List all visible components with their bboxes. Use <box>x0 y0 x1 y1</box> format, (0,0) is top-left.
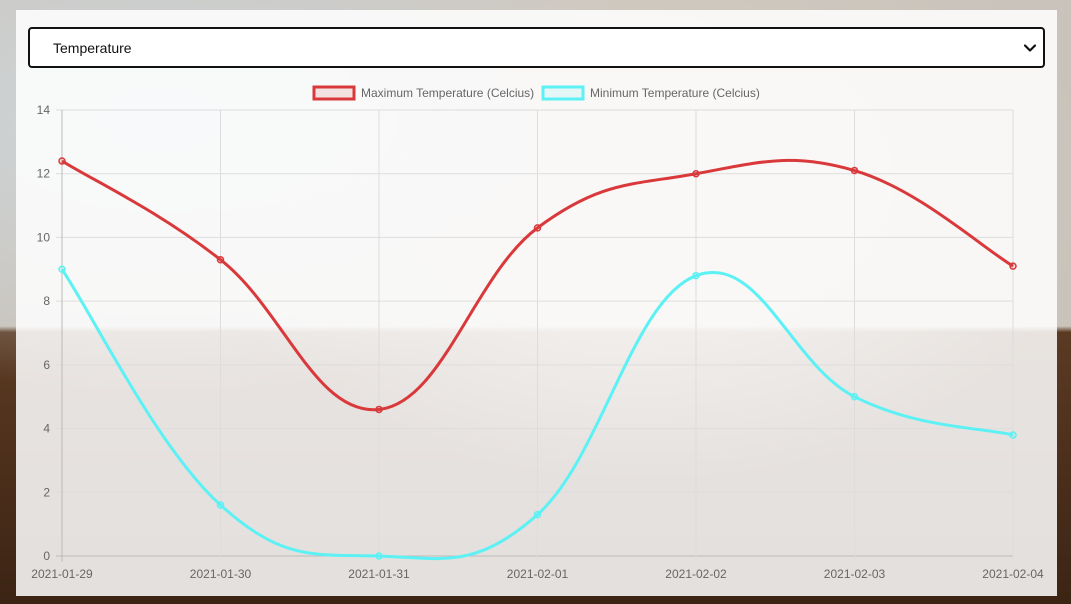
data-point <box>692 271 700 280</box>
x-tick-label: 2021-02-02 <box>665 567 727 581</box>
y-tick-label: 12 <box>37 167 51 181</box>
y-tick-label: 14 <box>37 103 51 117</box>
y-tick-label: 6 <box>43 358 50 372</box>
series-line-0 <box>61 158 1014 411</box>
data-point <box>533 510 542 519</box>
data-point <box>375 552 383 560</box>
data-point <box>1009 262 1017 270</box>
x-tick-label: 2021-02-04 <box>982 567 1044 581</box>
y-tick-label: 2 <box>43 485 50 499</box>
x-tick-label: 2021-01-30 <box>190 567 252 581</box>
data-point <box>692 169 700 178</box>
data-point <box>850 166 859 175</box>
x-tick-label: 2021-02-03 <box>824 567 886 581</box>
legend-label: Maximum Temperature (Celcius) <box>361 86 534 100</box>
data-point <box>216 501 225 509</box>
chevron-down-icon <box>1023 44 1037 52</box>
y-tick-label: 4 <box>43 422 50 436</box>
y-tick-label: 10 <box>37 230 51 244</box>
metric-select[interactable]: Temperature <box>28 27 1045 68</box>
x-tick-label: 2021-01-31 <box>348 567 410 581</box>
legend-swatch <box>312 85 356 101</box>
y-tick-label: 8 <box>43 294 50 308</box>
metric-select-value: Temperature <box>53 40 132 56</box>
x-tick-label: 2021-02-01 <box>507 567 569 581</box>
data-point <box>58 157 66 165</box>
data-point <box>375 405 383 414</box>
series-line-1 <box>60 268 1014 561</box>
chart-panel: Temperature <box>16 10 1057 596</box>
y-tick-label: 0 <box>43 549 50 563</box>
data-point <box>216 255 225 264</box>
data-point <box>850 392 859 401</box>
data-point <box>58 265 66 274</box>
x-tick-label: 2021-01-29 <box>31 567 93 581</box>
data-point <box>533 224 542 232</box>
legend-label: Minimum Temperature (Celcius) <box>590 86 760 100</box>
legend-swatch <box>541 85 585 101</box>
data-point <box>1009 431 1017 439</box>
